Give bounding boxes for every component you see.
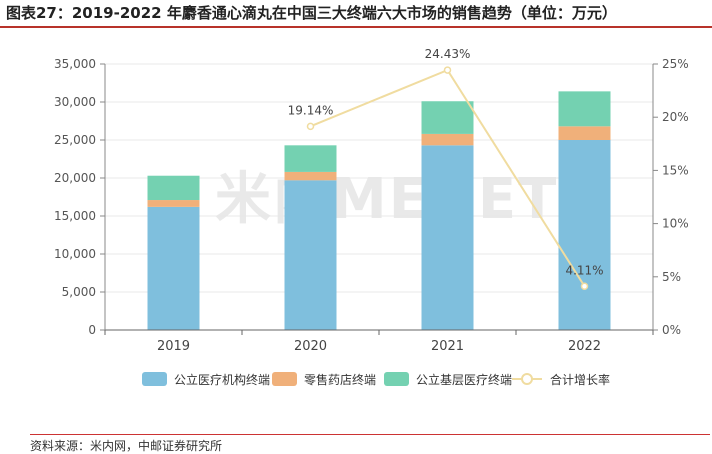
left-tick-label: 35,000 (54, 57, 96, 71)
legend: 公立医疗机构终端 零售药店终端 公立基层医疗终端 合计增长率 (142, 372, 610, 387)
right-axis-ticks: 0% 5% 10% 15% 20% 25% (653, 57, 689, 337)
right-tick-label: 25% (662, 57, 689, 71)
source-note: 资料来源：米内网，中邮证券研究所 (30, 434, 710, 454)
bars (147, 91, 611, 330)
left-axis-ticks: 0 5,000 10,000 15,000 20,000 25,000 30,000 35,0… (54, 57, 105, 337)
growth-point (443, 66, 452, 74)
chart: 米内MENET 0 5,000 10,000 15,000 20,000 25,000 30… (54, 47, 689, 387)
right-tick-label: 20% (662, 110, 689, 124)
legend-swatch-primary-care (384, 372, 409, 386)
bar-primary-care (284, 145, 337, 172)
growth-point (580, 282, 589, 291)
bar-primary-care (421, 101, 474, 134)
bar-public-hospital (421, 145, 474, 330)
growth-data-label: 4.11% (565, 263, 603, 277)
growth-data-label: 19.14% (288, 103, 334, 117)
left-tick-label: 5,000 (62, 285, 96, 299)
left-tick-label: 20,000 (54, 171, 96, 185)
category-label: 2022 (568, 339, 601, 354)
legend-label-growth: 合计增长率 (550, 372, 610, 387)
category-label: 2021 (431, 339, 464, 354)
legend-label-primary-care: 公立基层医疗终端 (416, 372, 512, 387)
title-bar: 图表27：2019-2022 年麝香通心滴丸在中国三大终端六大市场的销售趋势（单… (0, 0, 712, 28)
bar-primary-care (147, 175, 200, 201)
right-tick-label: 0% (662, 323, 681, 337)
right-tick-label: 5% (662, 270, 681, 284)
category-label: 2019 (157, 339, 190, 354)
watermark: 米内MENET (215, 167, 558, 232)
page-title: 图表27：2019-2022 年麝香通心滴丸在中国三大终端六大市场的销售趋势（单… (6, 4, 617, 22)
bar-public-hospital (558, 140, 611, 330)
legend-swatch-retail-pharmacy (272, 372, 297, 386)
bar-primary-care (558, 91, 611, 127)
category-labels: 2019 2020 2021 2022 (104, 330, 654, 354)
growth-point (306, 122, 315, 131)
bar-public-hospital (284, 180, 337, 330)
right-tick-label: 15% (662, 163, 689, 177)
legend-label-public-hospital: 公立医疗机构终端 (174, 372, 270, 387)
legend-label-retail-pharmacy: 零售药店终端 (304, 372, 376, 387)
category-label: 2020 (294, 339, 327, 354)
left-tick-label: 25,000 (54, 133, 96, 147)
left-tick-label: 0 (88, 323, 96, 337)
growth-data-label: 24.43% (425, 47, 471, 61)
bar-retail-pharmacy (558, 126, 611, 140)
left-tick-label: 10,000 (54, 247, 96, 261)
bar-retail-pharmacy (284, 171, 337, 181)
left-tick-label: 30,000 (54, 95, 96, 109)
bar-retail-pharmacy (421, 133, 474, 146)
right-tick-label: 10% (662, 217, 689, 231)
bar-public-hospital (147, 206, 200, 330)
left-tick-label: 15,000 (54, 209, 96, 223)
legend-swatch-growth-marker (521, 373, 533, 385)
legend-swatch-public-hospital (142, 372, 167, 386)
bar-retail-pharmacy (147, 200, 200, 207)
growth-line: 19.14% 24.43% 4.11% (288, 47, 604, 291)
